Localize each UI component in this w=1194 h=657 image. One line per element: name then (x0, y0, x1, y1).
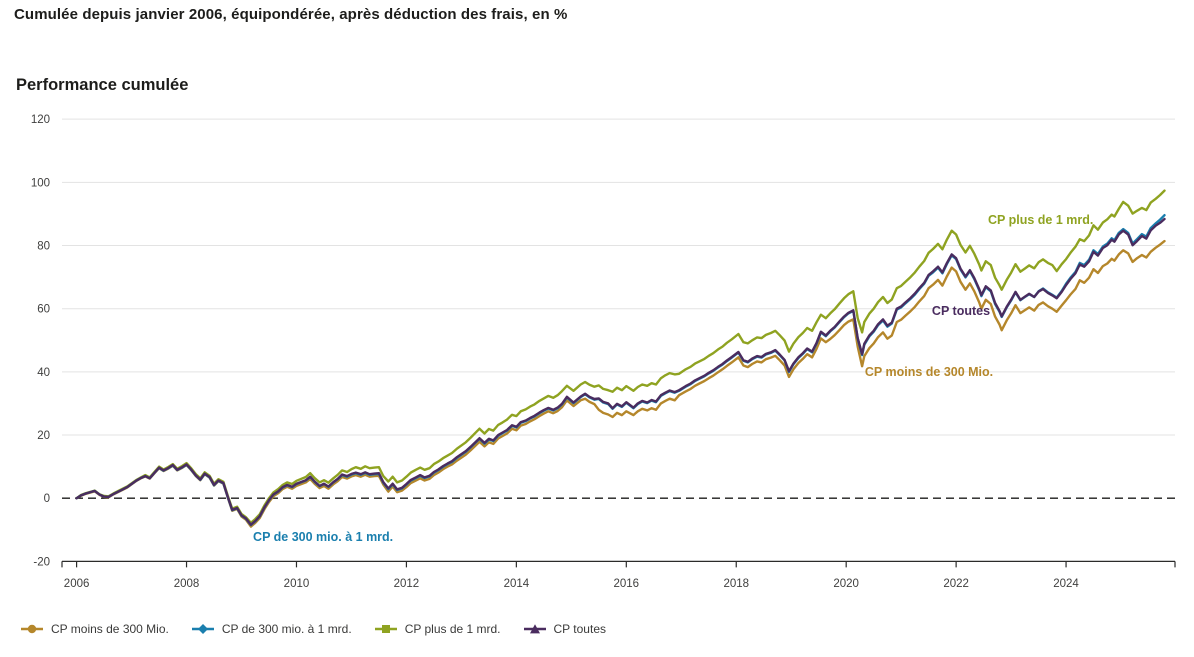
legend-item-cp-toutes: CP toutes (523, 622, 606, 636)
annotation-cp-toutes: CP toutes (932, 304, 990, 318)
circle-marker-icon (21, 624, 43, 634)
legend-label: CP de 300 mio. à 1 mrd. (221, 622, 352, 636)
svg-text:2024: 2024 (1053, 578, 1079, 590)
legend-label: CP plus de 1 mrd. (404, 622, 501, 636)
legend-label: CP toutes (553, 622, 606, 636)
svg-text:2012: 2012 (394, 578, 420, 590)
svg-text:0: 0 (44, 493, 50, 505)
svg-text:120: 120 (31, 114, 50, 126)
svg-text:2020: 2020 (833, 578, 859, 590)
legend-item-cp-de-300-mio-1-mrd: CP de 300 mio. à 1 mrd. (191, 622, 352, 636)
square-marker-icon (374, 625, 397, 633)
triangle-marker-icon (523, 624, 546, 634)
svg-text:80: 80 (37, 241, 50, 253)
svg-text:2016: 2016 (614, 578, 640, 590)
gridlines (62, 118, 1175, 436)
svg-text:2014: 2014 (504, 578, 530, 590)
chart-legend: CP moins de 300 Mio. CP de 300 mio. à 1 m… (20, 622, 606, 636)
diamond-marker-icon (191, 624, 214, 634)
svg-text:-20: -20 (33, 556, 50, 568)
svg-text:2022: 2022 (943, 578, 969, 590)
legend-label: CP moins de 300 Mio. (51, 622, 169, 636)
annotation-cp-de-300-mio-1-mrd: CP de 300 mio. à 1 mrd. (253, 530, 393, 544)
annotation-cp-plus-de-1-mrd: CP plus de 1 mrd. (988, 213, 1093, 227)
series-line-cp-plus-de-1-mrd (75, 189, 1166, 524)
annotation-cp-moins-de-300-mio: CP moins de 300 Mio. (865, 365, 993, 379)
legend-item-cp-moins-de-300-mio: CP moins de 300 Mio. (20, 622, 169, 636)
x-axis-labels: 2006 2008 2010 2012 2014 2016 2018 2020 2022 2024 (64, 578, 1080, 590)
series-line-cp-de-300-mio-1-mrd (75, 213, 1166, 527)
svg-text:60: 60 (37, 304, 50, 316)
y-axis-labels: -20 0 20 40 60 80 100 120 (31, 114, 50, 568)
chart-title: Performance cumulée (16, 76, 189, 94)
svg-text:2018: 2018 (723, 578, 749, 590)
svg-text:2008: 2008 (174, 578, 200, 590)
svg-text:20: 20 (37, 430, 50, 442)
chart-subtitle: Cumulée depuis janvier 2006, équipondéré… (14, 6, 568, 23)
x-axis (61, 560, 1176, 568)
svg-text:100: 100 (31, 177, 50, 189)
svg-text:2010: 2010 (284, 578, 310, 590)
legend-item-cp-plus-de-1-mrd: CP plus de 1 mrd. (374, 622, 501, 636)
svg-text:40: 40 (37, 367, 50, 379)
series-line-cp-toutes (75, 217, 1166, 526)
svg-text:2006: 2006 (64, 578, 90, 590)
series-line-cp-moins-de-300-mio (75, 239, 1166, 528)
